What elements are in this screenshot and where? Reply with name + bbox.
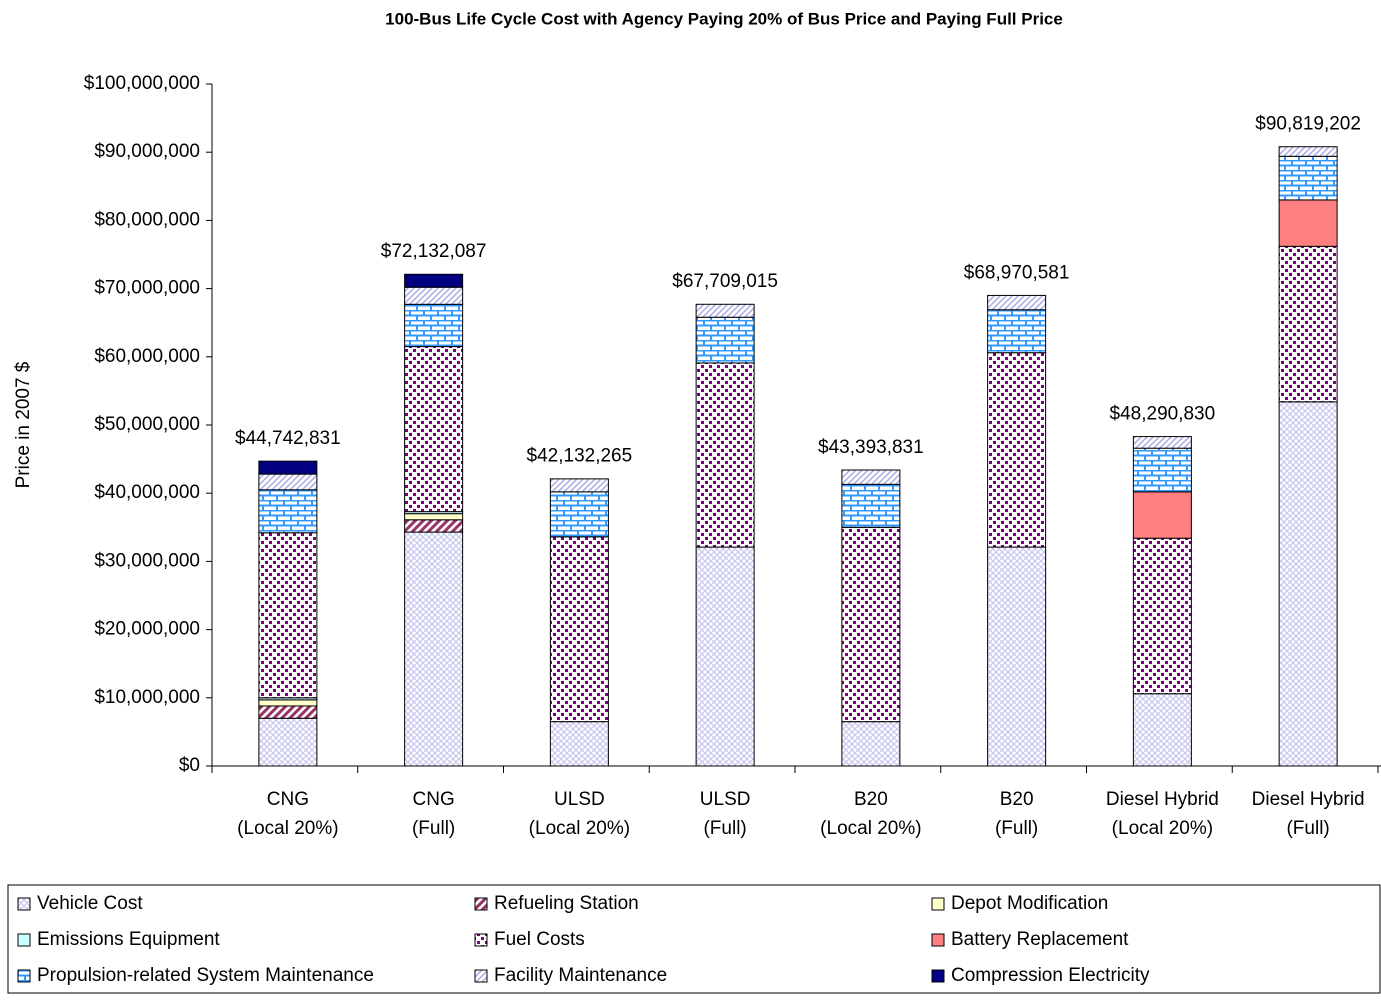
total-label: $48,290,830 bbox=[1110, 404, 1216, 425]
total-label: $68,970,581 bbox=[964, 263, 1070, 284]
bar-segment bbox=[695, 546, 755, 767]
x-tick-label: (Full) bbox=[703, 818, 746, 839]
x-tick-label: CNG bbox=[413, 789, 455, 810]
x-tick-label: B20 bbox=[1000, 789, 1034, 810]
legend-box bbox=[7, 884, 1381, 994]
bar-segment bbox=[549, 478, 609, 493]
legend-label: Facility Maintenance bbox=[494, 965, 667, 986]
bar-segment bbox=[1132, 537, 1192, 695]
bar-segment bbox=[258, 473, 318, 491]
bar-segment bbox=[987, 352, 1047, 548]
x-tick-label: B20 bbox=[854, 789, 888, 810]
legend-label: Compression Electricity bbox=[951, 965, 1150, 986]
total-label: $90,819,202 bbox=[1255, 114, 1361, 135]
chart-title: 100-Bus Life Cycle Cost with Agency Payi… bbox=[385, 9, 1063, 28]
bar-segment bbox=[404, 531, 464, 767]
x-tick-label: ULSD bbox=[554, 789, 605, 810]
bar-segment bbox=[258, 717, 318, 767]
legend-swatch bbox=[17, 969, 31, 983]
bar-segment bbox=[258, 699, 318, 707]
total-label: $42,132,265 bbox=[527, 446, 633, 467]
bar-segment bbox=[404, 519, 464, 533]
x-tick-label: (Local 20%) bbox=[1112, 818, 1213, 839]
legend-label: Emissions Equipment bbox=[37, 929, 220, 950]
y-tick-label: $50,000,000 bbox=[94, 414, 200, 435]
y-tick-label: $60,000,000 bbox=[94, 346, 200, 367]
y-tick-label: $80,000,000 bbox=[94, 209, 200, 230]
x-tick-label: ULSD bbox=[700, 789, 751, 810]
bar-segment bbox=[258, 489, 318, 534]
bar-segment bbox=[987, 309, 1047, 354]
y-tick-label: $10,000,000 bbox=[94, 687, 200, 708]
y-tick-label: $0 bbox=[179, 755, 200, 776]
bar-segment bbox=[841, 469, 901, 485]
x-tick-label: (Local 20%) bbox=[820, 818, 921, 839]
legend-swatch bbox=[17, 933, 31, 947]
bar-segment bbox=[549, 491, 609, 538]
bar-segment bbox=[987, 294, 1047, 311]
bar-segment bbox=[404, 286, 464, 305]
bar-segment bbox=[695, 362, 755, 548]
bar-segment bbox=[549, 721, 609, 767]
legend-swatch bbox=[931, 969, 945, 983]
x-tick-label: (Full) bbox=[1286, 818, 1329, 839]
legend-swatch bbox=[474, 969, 488, 983]
y-tick-label: $30,000,000 bbox=[94, 550, 200, 571]
legend-label: Battery Replacement bbox=[951, 929, 1129, 950]
bar-segment bbox=[258, 460, 318, 475]
x-tick-label: (Local 20%) bbox=[237, 818, 338, 839]
x-tick-label: Diesel Hybrid bbox=[1106, 789, 1219, 810]
x-tick-label: Diesel Hybrid bbox=[1252, 789, 1365, 810]
bar-segment bbox=[404, 346, 464, 513]
legend-swatch bbox=[931, 897, 945, 911]
bar-segment bbox=[695, 316, 755, 364]
x-tick-label: (Local 20%) bbox=[529, 818, 630, 839]
legend-swatch bbox=[474, 897, 488, 911]
bar-segment bbox=[987, 546, 1047, 767]
bar-segment bbox=[841, 721, 901, 767]
bar-segment bbox=[549, 536, 609, 723]
total-label: $44,742,831 bbox=[235, 428, 341, 449]
bar-segment bbox=[404, 513, 464, 521]
bar-segment bbox=[1278, 401, 1338, 767]
bar-segment bbox=[258, 532, 318, 699]
bar-segment bbox=[1132, 491, 1192, 539]
y-tick-label: $40,000,000 bbox=[94, 482, 200, 503]
bar-segment bbox=[695, 303, 755, 318]
bar-segment bbox=[1278, 146, 1338, 157]
x-tick-label: (Full) bbox=[995, 818, 1038, 839]
bar-segment bbox=[841, 483, 901, 528]
bar-segment bbox=[1132, 436, 1192, 449]
y-tick-label: $20,000,000 bbox=[94, 619, 200, 640]
bar-segment bbox=[1132, 693, 1192, 767]
bar-segment bbox=[1132, 447, 1192, 493]
legend-label: Vehicle Cost bbox=[37, 893, 143, 914]
y-tick-label: $90,000,000 bbox=[94, 141, 200, 162]
bar-segment bbox=[404, 273, 464, 288]
y-tick-label: $70,000,000 bbox=[94, 278, 200, 299]
bar-segment bbox=[1278, 245, 1338, 403]
x-tick-label: CNG bbox=[267, 789, 309, 810]
legend-label: Refueling Station bbox=[494, 893, 639, 914]
legend-swatch bbox=[17, 897, 31, 911]
y-tick-label: $100,000,000 bbox=[84, 73, 200, 94]
legend-swatch bbox=[474, 933, 488, 947]
x-tick-label: (Full) bbox=[412, 818, 455, 839]
legend-label: Fuel Costs bbox=[494, 929, 585, 950]
total-label: $67,709,015 bbox=[672, 271, 778, 292]
y-axis-label: Price in 2007 $ bbox=[13, 361, 34, 488]
legend-label: Depot Modification bbox=[951, 893, 1108, 914]
bar-segment bbox=[1278, 199, 1338, 247]
bar-segment bbox=[258, 705, 318, 719]
bar-segment bbox=[1278, 155, 1338, 201]
legend-label: Propulsion-related System Maintenance bbox=[37, 965, 374, 986]
total-label: $72,132,087 bbox=[381, 241, 487, 262]
bar-segment bbox=[404, 303, 464, 348]
legend-swatch bbox=[931, 933, 945, 947]
total-label: $43,393,831 bbox=[818, 437, 924, 458]
bar-segment bbox=[841, 526, 901, 723]
